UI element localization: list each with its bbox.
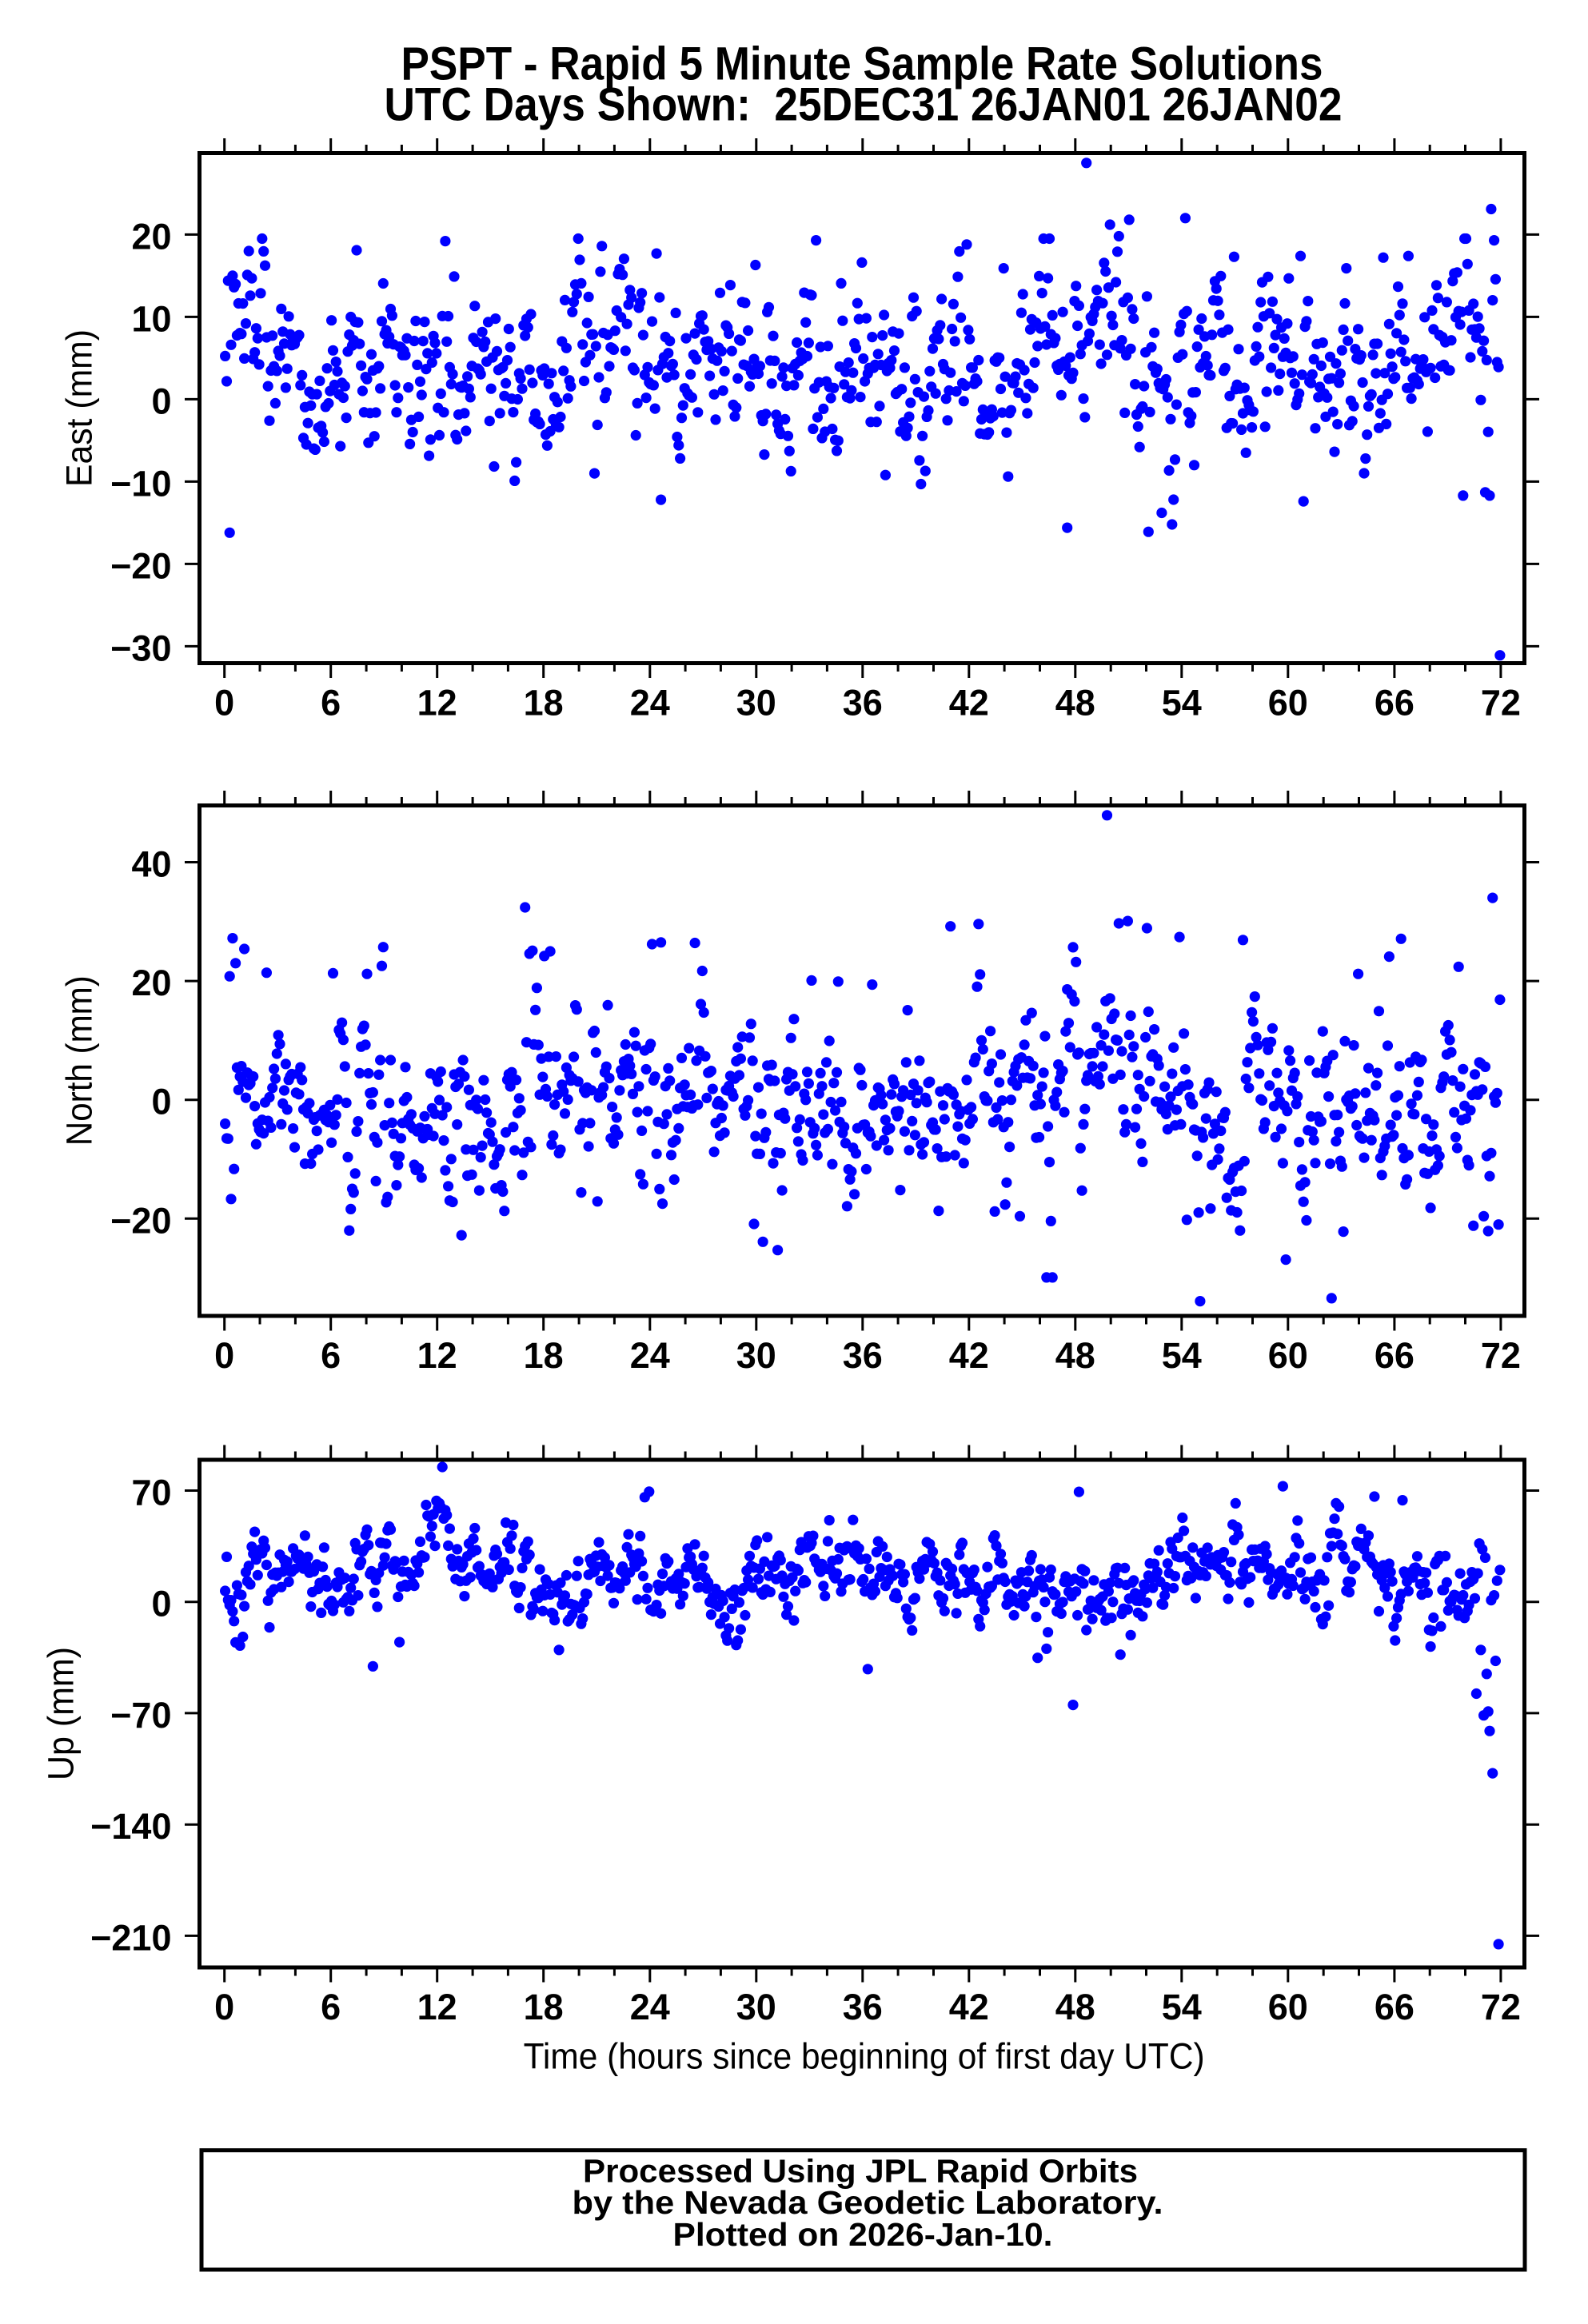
- svg-text:10: 10: [131, 298, 171, 339]
- svg-text:0: 0: [151, 381, 171, 421]
- svg-text:20: 20: [131, 216, 171, 257]
- svg-text:Up (mm): Up (mm): [41, 1647, 82, 1780]
- svg-text:20: 20: [131, 963, 171, 1003]
- svg-text:30: 30: [736, 683, 776, 724]
- svg-text:40: 40: [131, 844, 171, 885]
- svg-text:30: 30: [736, 1987, 776, 2027]
- svg-text:12: 12: [417, 683, 457, 724]
- svg-text:36: 36: [843, 1335, 883, 1376]
- svg-text:−20: −20: [110, 545, 171, 586]
- svg-text:0: 0: [151, 1082, 171, 1122]
- svg-text:−210: −210: [90, 1917, 171, 1958]
- svg-text:Processed Using JPL Rapid Orbi: Processed Using JPL Rapid Orbits: [583, 2153, 1138, 2190]
- svg-text:−140: −140: [90, 1806, 171, 1847]
- svg-text:by the Nevada Geodetic Laborat: by the Nevada Geodetic Laboratory.: [573, 2184, 1163, 2221]
- svg-text:60: 60: [1268, 683, 1308, 724]
- svg-text:−20: −20: [110, 1200, 171, 1241]
- svg-text:0: 0: [214, 1987, 234, 2027]
- svg-text:42: 42: [949, 1987, 989, 2027]
- svg-text:54: 54: [1162, 1987, 1202, 2027]
- svg-text:PSPT - Rapid 5 Minute Sample R: PSPT - Rapid 5 Minute Sample Rate Soluti…: [401, 38, 1323, 90]
- svg-text:Time (hours since beginning of: Time (hours since beginning of first day…: [524, 2035, 1205, 2076]
- svg-text:70: 70: [131, 1473, 171, 1513]
- svg-text:72: 72: [1481, 683, 1521, 724]
- svg-text:72: 72: [1481, 1987, 1521, 2027]
- svg-text:24: 24: [630, 1335, 670, 1376]
- svg-text:6: 6: [321, 1987, 341, 2027]
- svg-text:48: 48: [1055, 1335, 1095, 1376]
- svg-text:6: 6: [321, 1335, 341, 1376]
- svg-text:6: 6: [321, 683, 341, 724]
- svg-text:Plotted on 2026-Jan-10.: Plotted on 2026-Jan-10.: [673, 2216, 1053, 2253]
- svg-text:12: 12: [417, 1987, 457, 2027]
- svg-text:UTC Days Shown: 25DEC31 26JAN: UTC Days Shown: 25DEC31 26JAN01 26JAN02: [385, 79, 1343, 131]
- svg-text:48: 48: [1055, 1987, 1095, 2027]
- svg-text:East (mm): East (mm): [59, 329, 100, 487]
- svg-text:66: 66: [1375, 683, 1414, 724]
- svg-text:48: 48: [1055, 683, 1095, 724]
- svg-text:36: 36: [843, 1987, 883, 2027]
- svg-text:−10: −10: [110, 463, 171, 504]
- svg-text:24: 24: [630, 1987, 670, 2027]
- svg-text:18: 18: [524, 1987, 564, 2027]
- svg-text:−30: −30: [110, 628, 171, 668]
- svg-text:72: 72: [1481, 1335, 1521, 1376]
- svg-text:60: 60: [1268, 1987, 1308, 2027]
- svg-text:18: 18: [524, 1335, 564, 1376]
- svg-text:12: 12: [417, 1335, 457, 1376]
- svg-text:−70: −70: [110, 1695, 171, 1736]
- svg-text:24: 24: [630, 683, 670, 724]
- svg-text:30: 30: [736, 1335, 776, 1376]
- svg-text:36: 36: [843, 683, 883, 724]
- svg-text:0: 0: [151, 1584, 171, 1624]
- svg-text:0: 0: [214, 1335, 234, 1376]
- svg-text:66: 66: [1375, 1335, 1414, 1376]
- svg-text:54: 54: [1162, 683, 1202, 724]
- svg-text:0: 0: [214, 683, 234, 724]
- svg-text:42: 42: [949, 683, 989, 724]
- svg-text:54: 54: [1162, 1335, 1202, 1376]
- svg-text:66: 66: [1375, 1987, 1414, 2027]
- svg-text:60: 60: [1268, 1335, 1308, 1376]
- svg-text:42: 42: [949, 1335, 989, 1376]
- svg-text:North (mm): North (mm): [59, 975, 100, 1146]
- svg-text:18: 18: [524, 683, 564, 724]
